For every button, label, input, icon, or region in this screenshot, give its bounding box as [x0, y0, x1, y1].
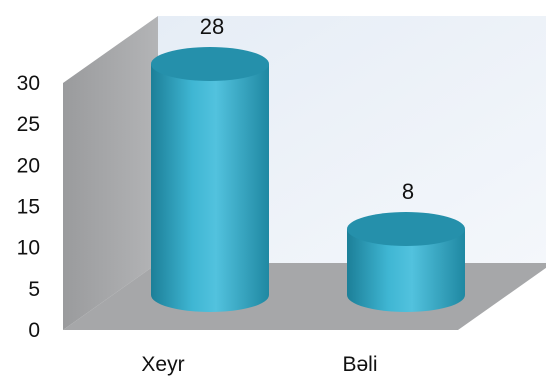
- bar-top: [347, 212, 465, 246]
- bar-bəli: 8: [347, 179, 465, 312]
- y-axis: 0 5 10 15 20 25 30: [17, 72, 40, 342]
- bar-top: [151, 47, 269, 81]
- y-tick-label: 30: [17, 72, 40, 95]
- bars: 28 8: [151, 14, 465, 312]
- data-label: 8: [402, 179, 414, 204]
- side-wall: [63, 16, 158, 330]
- bar-body: [151, 64, 269, 312]
- y-tick-label: 5: [28, 278, 40, 301]
- chart-walls: [63, 16, 546, 330]
- data-label: 28: [200, 14, 224, 39]
- x-category-label: Bəli: [342, 353, 377, 376]
- y-tick-label: 10: [17, 237, 40, 260]
- y-tick-label: 25: [17, 113, 40, 136]
- x-axis: Xeyr Bəli: [141, 353, 377, 376]
- y-tick-label: 0: [28, 319, 40, 342]
- bar-xeyr: 28: [151, 14, 269, 312]
- y-tick-label: 15: [17, 196, 40, 219]
- x-category-label: Xeyr: [141, 353, 184, 376]
- y-tick-label: 20: [17, 154, 40, 177]
- bar-body: [347, 229, 465, 312]
